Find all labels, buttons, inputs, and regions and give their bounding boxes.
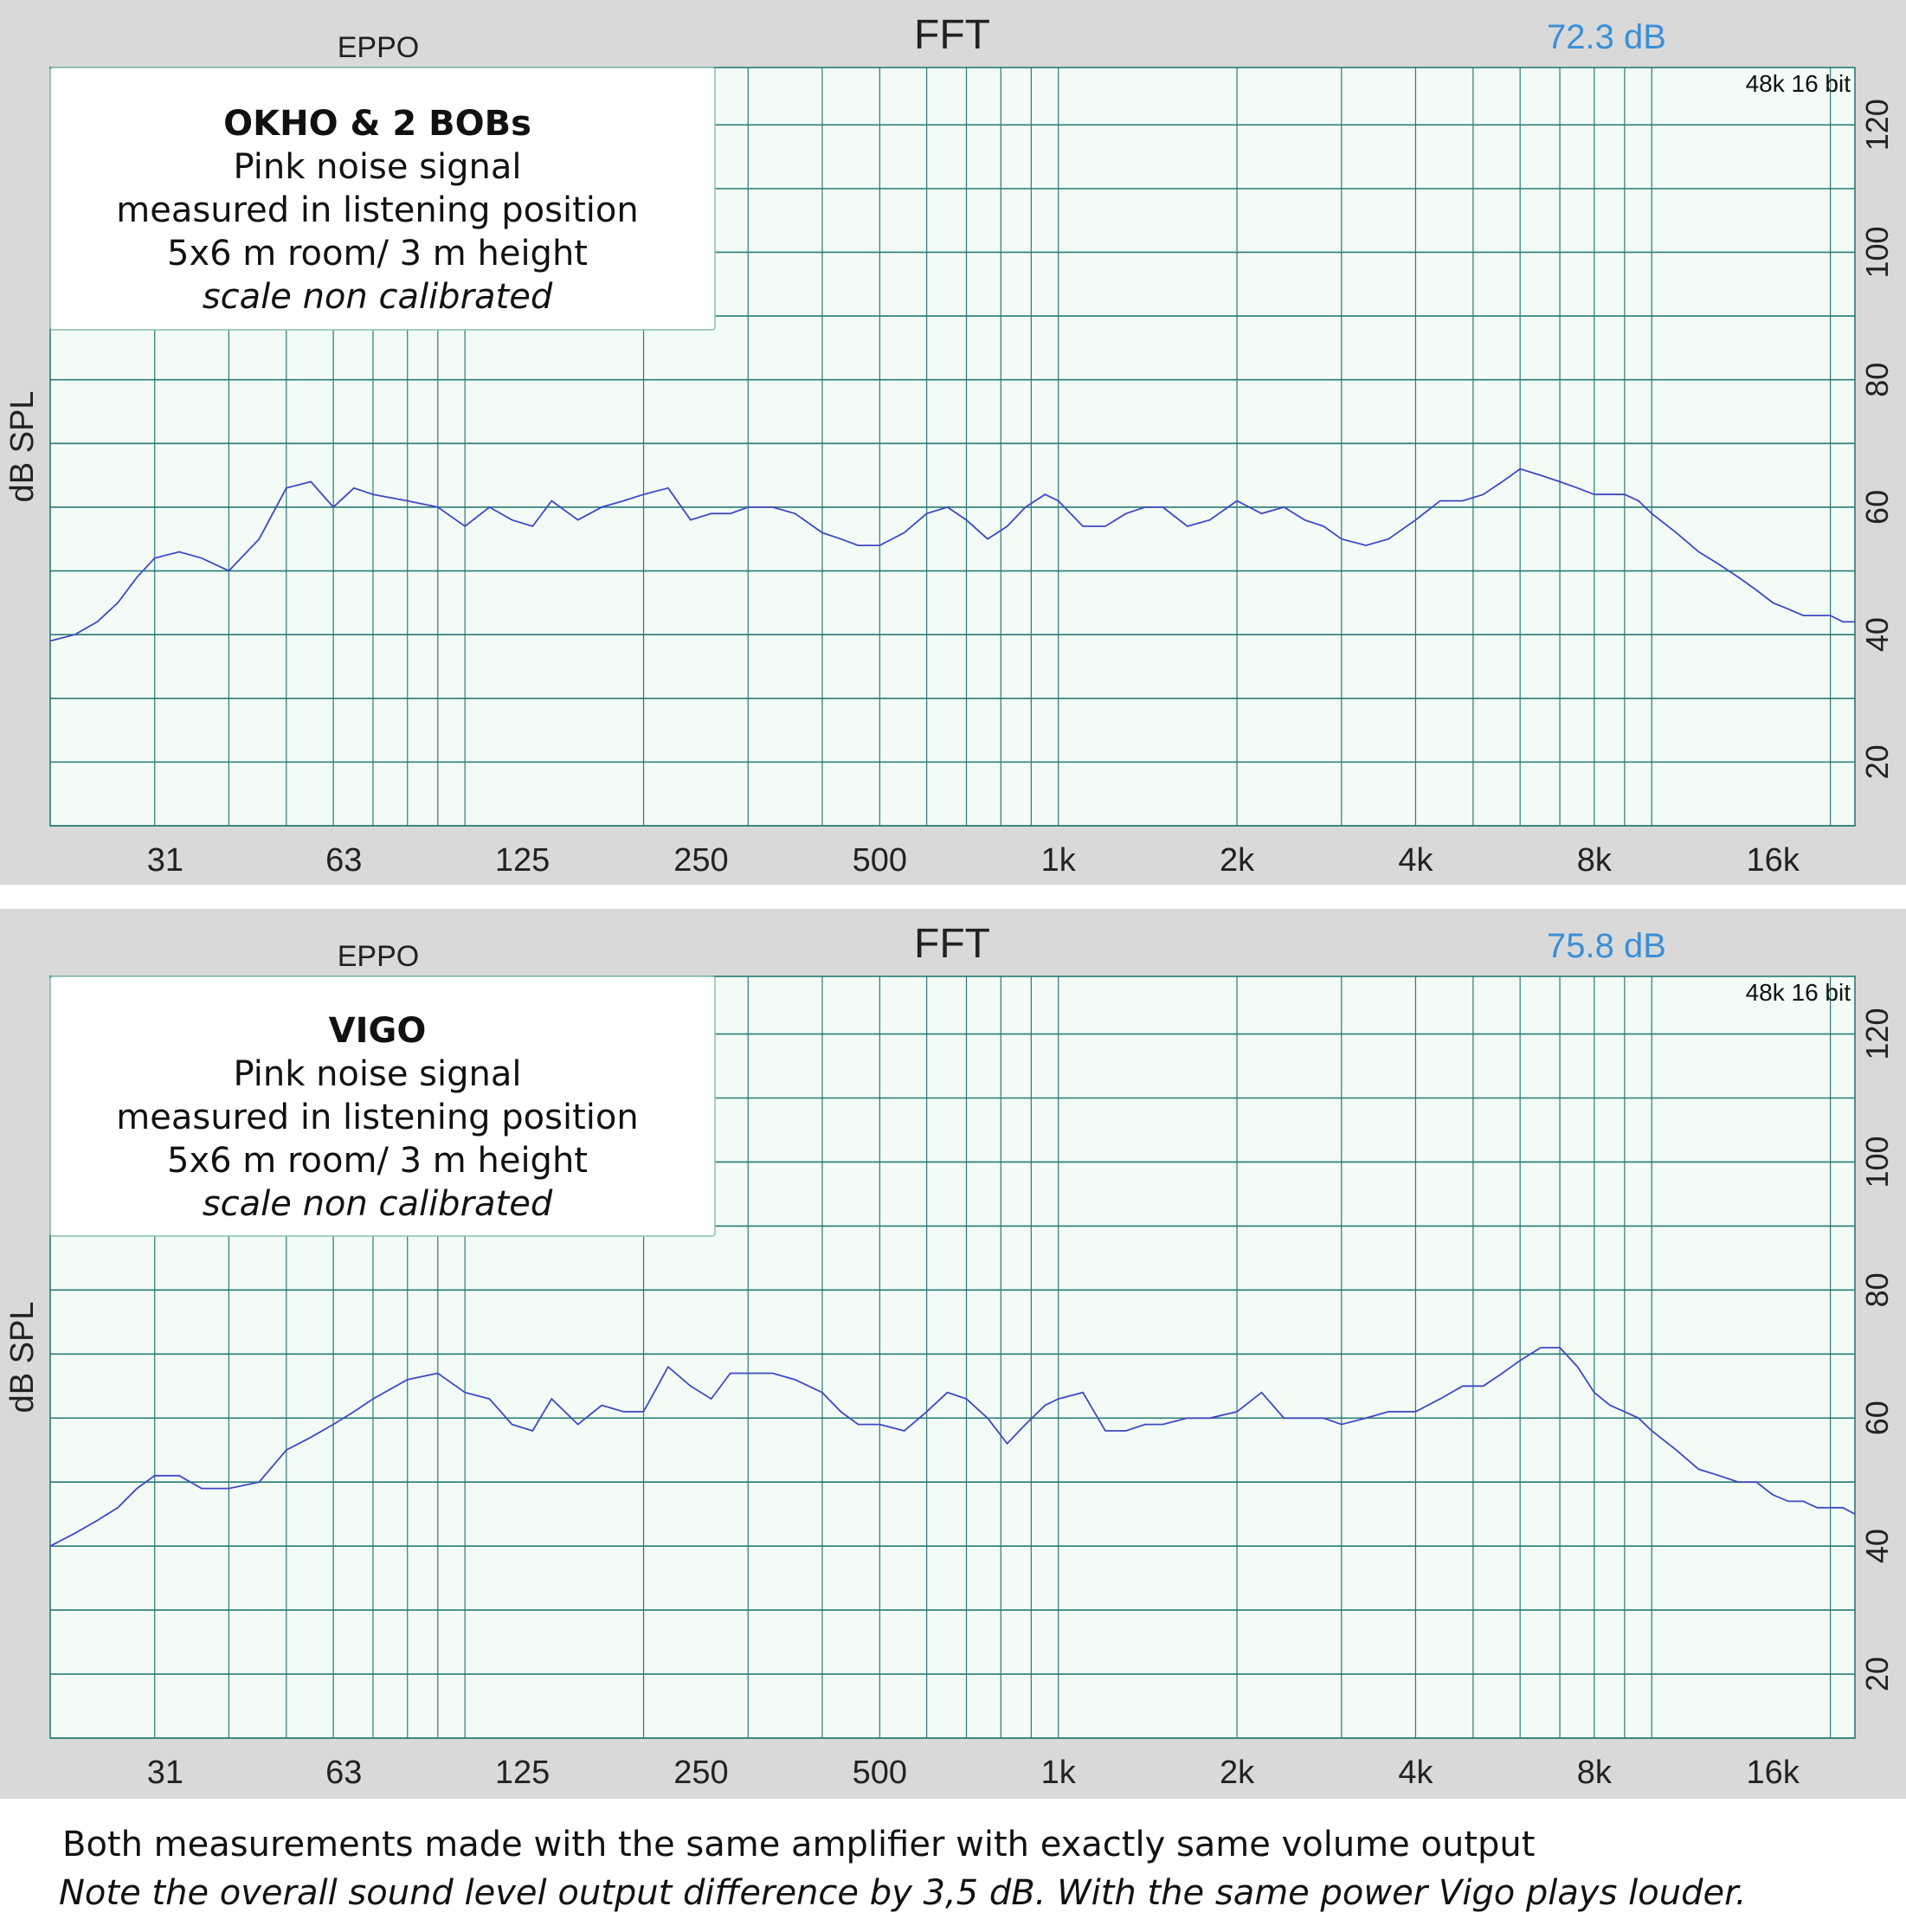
app-label: EPPO bbox=[338, 940, 419, 973]
annotation-background bbox=[49, 67, 716, 331]
y-tick-label: 40 bbox=[1859, 1529, 1895, 1563]
y-tick-label: 20 bbox=[1859, 744, 1895, 779]
x-tick-label: 16k bbox=[1747, 842, 1800, 879]
plot-frame bbox=[49, 67, 1856, 827]
x-tick-label: 1k bbox=[1041, 842, 1077, 879]
y-tick-label: 60 bbox=[1859, 490, 1895, 525]
annotation-title: VIGO bbox=[329, 1011, 427, 1051]
format-label: 48k 16 bit bbox=[1746, 70, 1851, 97]
annotation-note: scale non calibrated bbox=[203, 277, 553, 317]
x-tick-label: 500 bbox=[853, 842, 907, 879]
fft-panel-okho: EPPO FFT 72.3 dB 48k 16 bit dB SPL 31 63 1… bbox=[0, 0, 1906, 885]
annotation-line: 5x6 m room/ 3 m height bbox=[167, 1141, 588, 1181]
x-tick-label: 63 bbox=[325, 1755, 362, 1791]
fft-panel-vigo: EPPO FFT 75.8 dB 48k 16 bit dB SPL 31 63 1… bbox=[0, 909, 1906, 1799]
x-tick-labels: 31 63 125 250 500 1k 2k 4k 8k 16k bbox=[147, 1755, 1800, 1791]
x-tick-label: 8k bbox=[1577, 1755, 1613, 1791]
level-readout: 72.3 dB bbox=[1547, 18, 1666, 56]
annotation-background bbox=[49, 976, 716, 1237]
x-tick-label: 250 bbox=[673, 1755, 728, 1791]
x-tick-label: 500 bbox=[853, 1755, 907, 1791]
x-tick-label: 8k bbox=[1577, 842, 1613, 879]
x-tick-label: 16k bbox=[1747, 1755, 1800, 1791]
y-axis-label: dB SPL bbox=[4, 391, 41, 503]
grid-lines bbox=[49, 976, 1856, 1739]
x-tick-label: 31 bbox=[147, 842, 184, 879]
annotation-title: OKHO & 2 BOBs bbox=[223, 104, 531, 144]
app-label: EPPO bbox=[338, 31, 419, 64]
annotation-line: measured in listening position bbox=[116, 190, 638, 230]
y-tick-labels: 20 40 60 80 100 120 bbox=[1859, 99, 1895, 779]
footer-note: Both measurements made with the same amp… bbox=[62, 1825, 1535, 1864]
format-label: 48k 16 bit bbox=[1746, 979, 1851, 1006]
y-tick-label: 80 bbox=[1859, 363, 1895, 397]
annotation-line: 5x6 m room/ 3 m height bbox=[167, 234, 588, 274]
annotation-box: VIGO Pink noise signal measured in liste… bbox=[49, 976, 716, 1237]
chart-title: FFT bbox=[914, 921, 990, 967]
x-tick-label: 125 bbox=[495, 1755, 550, 1791]
x-tick-label: 4k bbox=[1398, 842, 1433, 879]
y-axis-label: dB SPL bbox=[4, 1302, 41, 1414]
annotation-box: OKHO & 2 BOBs Pink noise signal measured… bbox=[49, 67, 716, 331]
y-tick-label: 40 bbox=[1859, 617, 1895, 652]
y-tick-label: 120 bbox=[1859, 99, 1895, 151]
x-tick-label: 250 bbox=[673, 842, 728, 879]
x-tick-label: 31 bbox=[147, 1755, 184, 1791]
annotation-line: Pink noise signal bbox=[233, 147, 521, 187]
x-tick-label: 2k bbox=[1220, 1755, 1255, 1791]
annotation-line: measured in listening position bbox=[116, 1098, 638, 1137]
y-tick-label: 120 bbox=[1859, 1008, 1895, 1060]
x-tick-label: 63 bbox=[325, 842, 362, 879]
chart-title: FFT bbox=[914, 12, 990, 58]
annotation-note: scale non calibrated bbox=[203, 1184, 553, 1224]
x-tick-label: 2k bbox=[1220, 842, 1255, 879]
x-tick-labels: 31 63 125 250 500 1k 2k 4k 8k 16k bbox=[147, 842, 1800, 879]
x-tick-label: 125 bbox=[495, 842, 550, 879]
y-tick-label: 80 bbox=[1859, 1272, 1895, 1307]
footer-note-italic: Note the overall sound level output diff… bbox=[59, 1873, 1747, 1913]
x-tick-label: 4k bbox=[1398, 1755, 1433, 1791]
y-tick-label: 100 bbox=[1859, 226, 1895, 278]
plot-frame bbox=[49, 976, 1856, 1739]
frequency-response-trace bbox=[49, 467, 1855, 642]
x-tick-label: 1k bbox=[1041, 1755, 1077, 1791]
level-readout: 75.8 dB bbox=[1547, 927, 1666, 965]
y-tick-labels: 20 40 60 80 100 120 bbox=[1859, 1008, 1895, 1692]
y-tick-label: 20 bbox=[1859, 1657, 1895, 1691]
y-tick-label: 60 bbox=[1859, 1401, 1895, 1435]
annotation-line: Pink noise signal bbox=[233, 1054, 521, 1094]
frequency-response-trace bbox=[49, 1347, 1856, 1547]
y-tick-label: 100 bbox=[1859, 1136, 1895, 1188]
